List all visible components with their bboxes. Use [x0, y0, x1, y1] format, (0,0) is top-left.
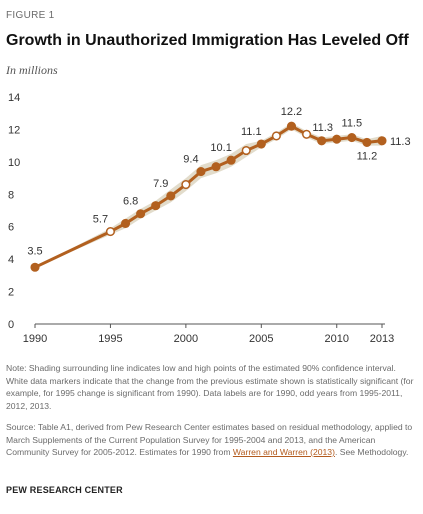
organization-label: PEW RESEARCH CENTER [6, 485, 123, 495]
data-label: 6.8 [123, 196, 138, 208]
figure-label: FIGURE 1 [6, 10, 55, 21]
data-point-significant [241, 145, 251, 156]
chart-note: Note: Shading surrounding line indicates… [6, 363, 414, 411]
x-tick-label: 2013 [370, 333, 394, 345]
y-tick-label: 14 [8, 92, 20, 104]
data-point [317, 136, 327, 146]
chart-source: Source: Table A1, derived from Pew Resea… [6, 421, 414, 459]
x-tick-label: 2000 [174, 333, 198, 345]
data-label: 3.5 [27, 245, 42, 257]
chart-subtitle: In millions [6, 63, 58, 77]
data-point [226, 155, 236, 165]
data-point [332, 134, 342, 144]
x-tick-label: 2005 [249, 333, 273, 345]
data-point [196, 167, 206, 177]
data-point [30, 262, 40, 272]
data-label: 10.1 [210, 142, 231, 154]
data-point-significant [302, 129, 312, 139]
data-label: 11.5 [342, 118, 363, 130]
data-point-significant [105, 227, 115, 237]
y-tick-label: 2 [8, 287, 14, 299]
data-label: 7.9 [153, 178, 168, 190]
confidence-band [35, 122, 382, 268]
y-tick-label: 10 [8, 157, 20, 169]
data-point [286, 121, 297, 131]
y-tick-label: 8 [8, 189, 14, 201]
data-point [211, 162, 221, 172]
data-label: 5.7 [93, 214, 108, 226]
data-point-significant [181, 180, 191, 190]
data-point [120, 218, 131, 229]
data-label: 11.2 [357, 150, 378, 162]
data-point [166, 191, 176, 201]
data-point-significant [271, 131, 281, 141]
chart-title: Growth in Unauthorized Immigration Has L… [6, 32, 409, 49]
y-tick-label: 0 [8, 319, 14, 331]
data-point [256, 139, 266, 149]
series-line [34, 124, 383, 269]
data-label: 11.1 [241, 126, 262, 138]
data-label: 9.4 [183, 154, 198, 166]
source-text-end: . See Methodology. [334, 447, 409, 457]
x-tick-label: 1990 [23, 333, 47, 345]
y-tick-label: 12 [8, 124, 20, 136]
data-label: 11.3 [312, 122, 333, 134]
source-text: Source: Table A1, derived from Pew Resea… [6, 422, 413, 457]
data-point [151, 201, 161, 211]
data-point [347, 132, 357, 143]
data-label: 11.3 [390, 136, 411, 148]
y-tick-label: 6 [8, 222, 14, 234]
data-point [136, 209, 146, 219]
data-label: 12.2 [281, 106, 302, 118]
source-link[interactable]: Warren and Warren (2013) [232, 447, 335, 457]
y-tick-label: 4 [8, 254, 14, 266]
x-tick-label: 2010 [324, 333, 348, 345]
data-point [362, 137, 372, 147]
line-chart: 0 2 4 6 8 10 12 14 1990 1995 2000 2005 2010 2013 3.5 5.… [8, 92, 411, 345]
data-point [377, 136, 387, 146]
x-tick-label: 1995 [98, 333, 122, 345]
